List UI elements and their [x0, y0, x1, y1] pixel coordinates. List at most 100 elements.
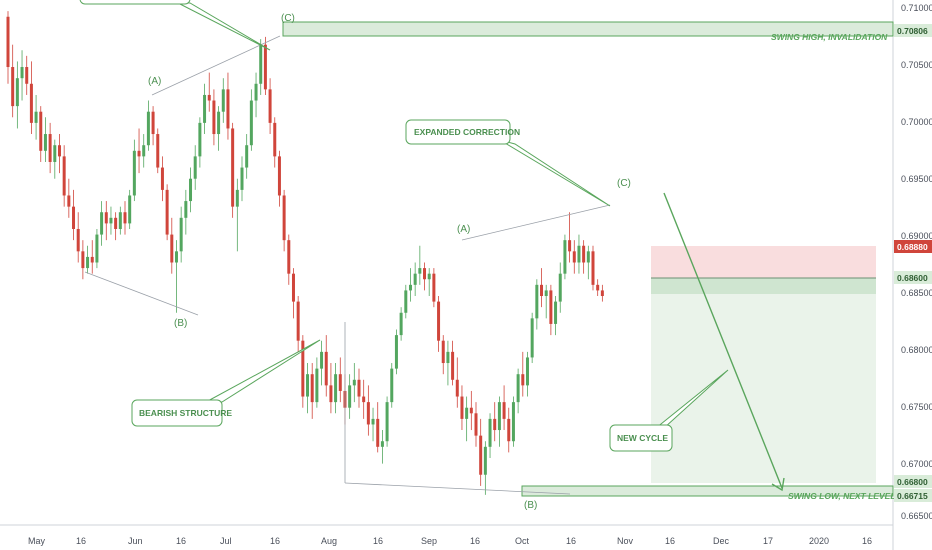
candle-body: [156, 134, 160, 168]
candle-body: [348, 385, 352, 408]
swing-low-zone: [521, 485, 894, 497]
y-tick-label: 0.70500: [901, 60, 932, 70]
candle-body: [57, 145, 61, 157]
candle-body: [469, 407, 473, 414]
x-tick-label: 2020: [809, 536, 829, 546]
time-axis: May 16 Jun 16 Jul 16 Aug 16 Sep 16 Oct 1…: [28, 536, 872, 546]
candle-body: [170, 234, 174, 263]
candle-body: [460, 396, 464, 419]
candle-body: [11, 67, 15, 107]
candle-body: [394, 335, 398, 369]
x-tick-label: 16: [470, 536, 480, 546]
wave-label-a: (A): [457, 224, 470, 235]
candle-body: [90, 256, 94, 263]
callout-box: [405, 119, 511, 145]
price-tag-text: 0.66800: [897, 477, 928, 487]
candle-body: [221, 89, 225, 112]
candle-body: [591, 251, 595, 285]
price-tag-text: 0.68880: [897, 242, 928, 252]
candle-body: [282, 195, 286, 241]
candle-body: [324, 351, 328, 386]
callout-text: NEW CYCLE: [617, 433, 668, 443]
x-tick-label: 16: [373, 536, 383, 546]
candle-body: [104, 212, 108, 224]
candle-body: [128, 195, 132, 224]
x-tick-label: 16: [176, 536, 186, 546]
y-tick-label: 0.69500: [901, 174, 932, 184]
candle-body: [207, 94, 211, 101]
candle-body: [174, 251, 178, 263]
candle-body: [132, 150, 136, 196]
candle-body: [43, 134, 47, 151]
x-tick-label: Jul: [220, 536, 232, 546]
candle-body: [146, 111, 150, 146]
wave-line: [461, 204, 611, 241]
x-tick-label: Nov: [617, 536, 634, 546]
candle-body: [596, 284, 600, 291]
x-tick-label: 16: [566, 536, 576, 546]
entry-zone: [651, 278, 876, 294]
arrow-head: [771, 477, 785, 492]
candle-body: [20, 67, 24, 79]
candle-body: [198, 122, 202, 157]
price-tag: 0.70806: [894, 24, 932, 37]
candle-body: [165, 189, 169, 235]
candle-body: [511, 402, 515, 442]
wave-line: [344, 482, 571, 495]
candle-body: [334, 374, 338, 403]
price-tag-bg: [894, 475, 932, 488]
candle-body: [427, 273, 431, 280]
candle-body: [432, 273, 436, 302]
candle-body: [408, 284, 412, 291]
candle-body: [48, 134, 52, 162]
candle-body: [109, 217, 113, 224]
x-tick-label: 16: [270, 536, 280, 546]
candle-body: [273, 122, 277, 157]
callout-text: BEARISH STRUCTURE: [139, 408, 232, 418]
candle-body: [193, 156, 197, 179]
y-tick-label: 0.69000: [901, 231, 932, 241]
candle-body: [160, 167, 164, 190]
candle-body: [249, 100, 253, 146]
candle-body: [72, 206, 76, 229]
candle-body: [451, 351, 455, 380]
candle-body: [6, 16, 10, 68]
candle-body: [53, 145, 57, 162]
candle-body: [521, 374, 525, 386]
candle-body: [15, 78, 19, 107]
wave-line: [151, 35, 281, 96]
x-tick-label: 16: [76, 536, 86, 546]
candle-body: [100, 212, 104, 235]
candle-body: [301, 340, 305, 397]
candle-body: [554, 301, 558, 324]
candle-body: [306, 374, 310, 397]
candle-body: [371, 418, 375, 425]
candle-body: [123, 212, 127, 224]
candle-body: [67, 195, 71, 207]
candle-body: [296, 301, 300, 341]
candle-body: [203, 94, 207, 123]
candle-body: [268, 89, 272, 123]
candle-body: [568, 240, 572, 252]
price-tag: 0.66715: [894, 489, 932, 502]
target-zone: [651, 278, 876, 483]
wave-line: [84, 271, 199, 316]
candle-body: [446, 351, 450, 364]
candle-body: [114, 217, 118, 229]
y-tick-label: 0.67000: [901, 459, 932, 469]
candle-body: [455, 379, 459, 397]
candle-body: [493, 418, 497, 431]
callout-expanded-correction: EXPANDED CORRECTION: [405, 119, 611, 207]
price-axis: 0.71000 0.70500 0.70000 0.69500 0.69000 …: [901, 3, 932, 521]
candle-body: [184, 201, 188, 218]
candle-body: [217, 111, 221, 135]
x-tick-label: Dec: [713, 536, 730, 546]
candle-body: [582, 245, 586, 263]
candle-body: [352, 379, 356, 386]
wave-label-c: (C): [281, 13, 295, 24]
callout-text: EXPANDED CORRECTION: [414, 127, 520, 137]
candle-body: [259, 44, 263, 84]
candle-body: [263, 44, 267, 90]
